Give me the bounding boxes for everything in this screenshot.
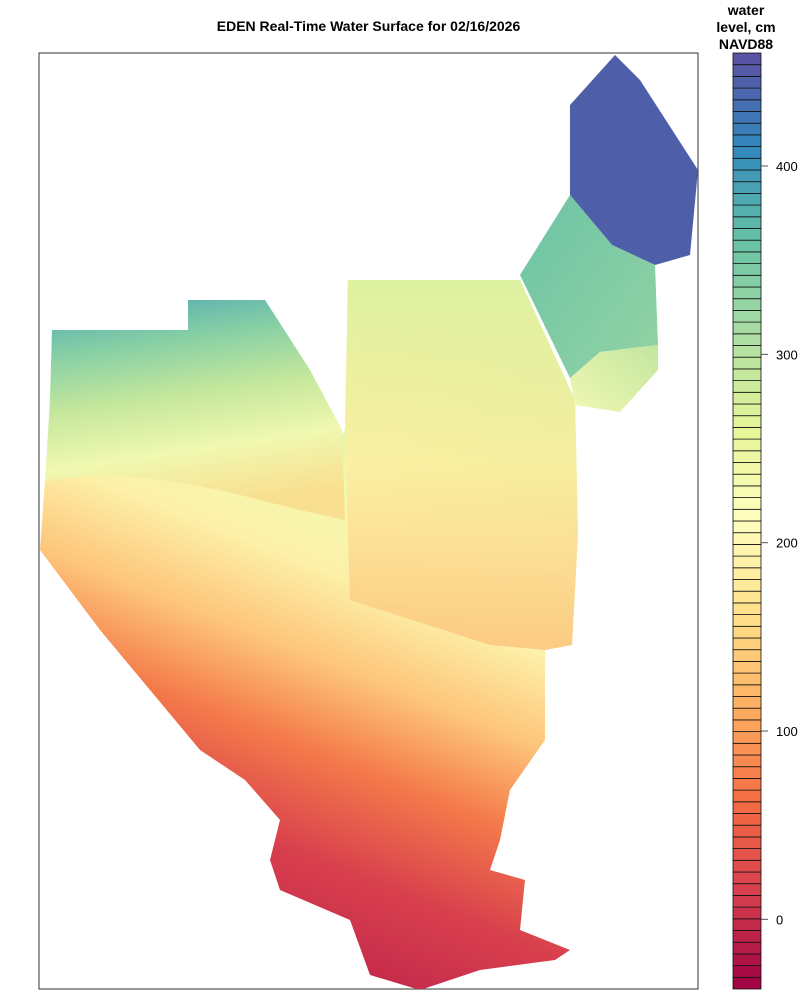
- colorbar-band: [732, 274, 762, 288]
- colorbar-band: [732, 251, 762, 264]
- colorbar-band: [732, 333, 762, 346]
- region-northwest: [45, 300, 345, 520]
- colorbar-band: [732, 707, 762, 721]
- colorbar-band: [732, 228, 762, 241]
- colorbar-band: [732, 309, 762, 323]
- colorbar-band: [732, 965, 762, 978]
- colorbar-band: [732, 263, 762, 276]
- colorbar-band: [732, 356, 762, 370]
- colorbar-band: [732, 520, 762, 534]
- colorbar-tick-label: 100: [776, 724, 798, 739]
- colorbar-band: [732, 859, 762, 873]
- colorbar-band: [732, 146, 762, 159]
- colorbar-band: [732, 157, 762, 171]
- colorbar-band: [732, 848, 762, 861]
- colorbar-band: [732, 64, 762, 77]
- colorbar-band: [732, 181, 762, 194]
- colorbar-band: [732, 801, 762, 814]
- colorbar-band: [732, 661, 762, 674]
- colorbar-band: [732, 111, 762, 124]
- colorbar-band: [732, 532, 762, 545]
- colorbar-band: [732, 625, 762, 639]
- colorbar-band: [732, 555, 762, 569]
- colorbar-tick-label: 200: [776, 536, 798, 551]
- region-east: [345, 280, 578, 650]
- colorbar-band: [732, 672, 762, 686]
- colorbar-band: [732, 450, 762, 463]
- colorbar-band: [732, 321, 762, 335]
- colorbar-band: [732, 918, 762, 931]
- colorbar-band: [732, 286, 762, 300]
- region-northeast-small: [570, 345, 658, 412]
- colorbar-band: [732, 462, 762, 475]
- colorbar-band: [732, 52, 762, 66]
- colorbar-band: [732, 567, 762, 580]
- colorbar: [732, 52, 762, 990]
- colorbar-band: [732, 590, 762, 604]
- colorbar-band: [732, 216, 762, 229]
- colorbar-band: [732, 76, 762, 89]
- colorbar-tick-label: 0: [776, 912, 783, 927]
- colorbar-tick-label: 400: [776, 159, 798, 174]
- colorbar-band: [732, 544, 762, 557]
- colorbar-band: [732, 906, 762, 920]
- colorbar-band: [732, 871, 762, 885]
- colorbar-band: [732, 345, 762, 358]
- colorbar-band: [732, 778, 762, 791]
- colorbar-band: [732, 614, 762, 627]
- region-northeast-blue: [570, 55, 698, 265]
- colorbar-band: [732, 122, 762, 136]
- map-title: EDEN Real-Time Water Surface for 02/16/2…: [216, 18, 521, 34]
- colorbar-band: [732, 883, 762, 896]
- colorbar-band: [732, 941, 762, 955]
- colorbar-title-line: NAVD88: [718, 36, 774, 52]
- colorbar-band: [732, 754, 762, 768]
- colorbar-band: [732, 836, 762, 850]
- colorbar-band: [732, 766, 762, 779]
- colorbar-band: [732, 87, 762, 101]
- colorbar-band: [732, 895, 762, 908]
- colorbar-band: [732, 953, 762, 967]
- colorbar-band: [732, 930, 762, 943]
- colorbar-title: water level, cm NAVD88: [700, 2, 792, 53]
- colorbar-band: [732, 169, 762, 183]
- colorbar-band: [732, 134, 762, 147]
- colorbar-title-line: level, cm: [716, 19, 776, 35]
- colorbar-band: [732, 719, 762, 733]
- colorbar-band: [732, 391, 762, 405]
- colorbar-band: [732, 239, 762, 253]
- colorbar-band: [732, 426, 762, 440]
- colorbar-band: [732, 368, 762, 381]
- colorbar-band: [732, 789, 762, 803]
- colorbar-band: [732, 824, 762, 838]
- colorbar-band: [732, 684, 762, 697]
- colorbar-band: [732, 473, 762, 487]
- colorbar-band: [732, 204, 762, 218]
- colorbar-ticks: 0 100 200 300 400: [761, 159, 798, 927]
- colorbar-band: [732, 99, 762, 112]
- colorbar-band: [732, 192, 762, 206]
- colorbar-band: [732, 508, 762, 522]
- colorbar-band: [732, 298, 762, 311]
- colorbar-band: [732, 485, 762, 498]
- colorbar-band: [732, 403, 762, 417]
- colorbar-title-line: water: [727, 2, 765, 18]
- colorbar-band: [732, 497, 762, 510]
- colorbar-band: [732, 976, 762, 990]
- colorbar-band: [732, 696, 762, 709]
- colorbar-band: [732, 813, 762, 826]
- colorbar-band: [732, 742, 762, 756]
- colorbar-band: [732, 637, 762, 651]
- colorbar-band: [732, 438, 762, 452]
- colorbar-band: [732, 731, 762, 744]
- colorbar-band: [732, 579, 762, 592]
- region-northeast-teal: [520, 195, 658, 378]
- colorbar-band: [732, 602, 762, 616]
- colorbar-band: [732, 380, 762, 393]
- colorbar-tick-label: 300: [776, 347, 798, 362]
- colorbar-band: [732, 649, 762, 662]
- colorbar-band: [732, 415, 762, 428]
